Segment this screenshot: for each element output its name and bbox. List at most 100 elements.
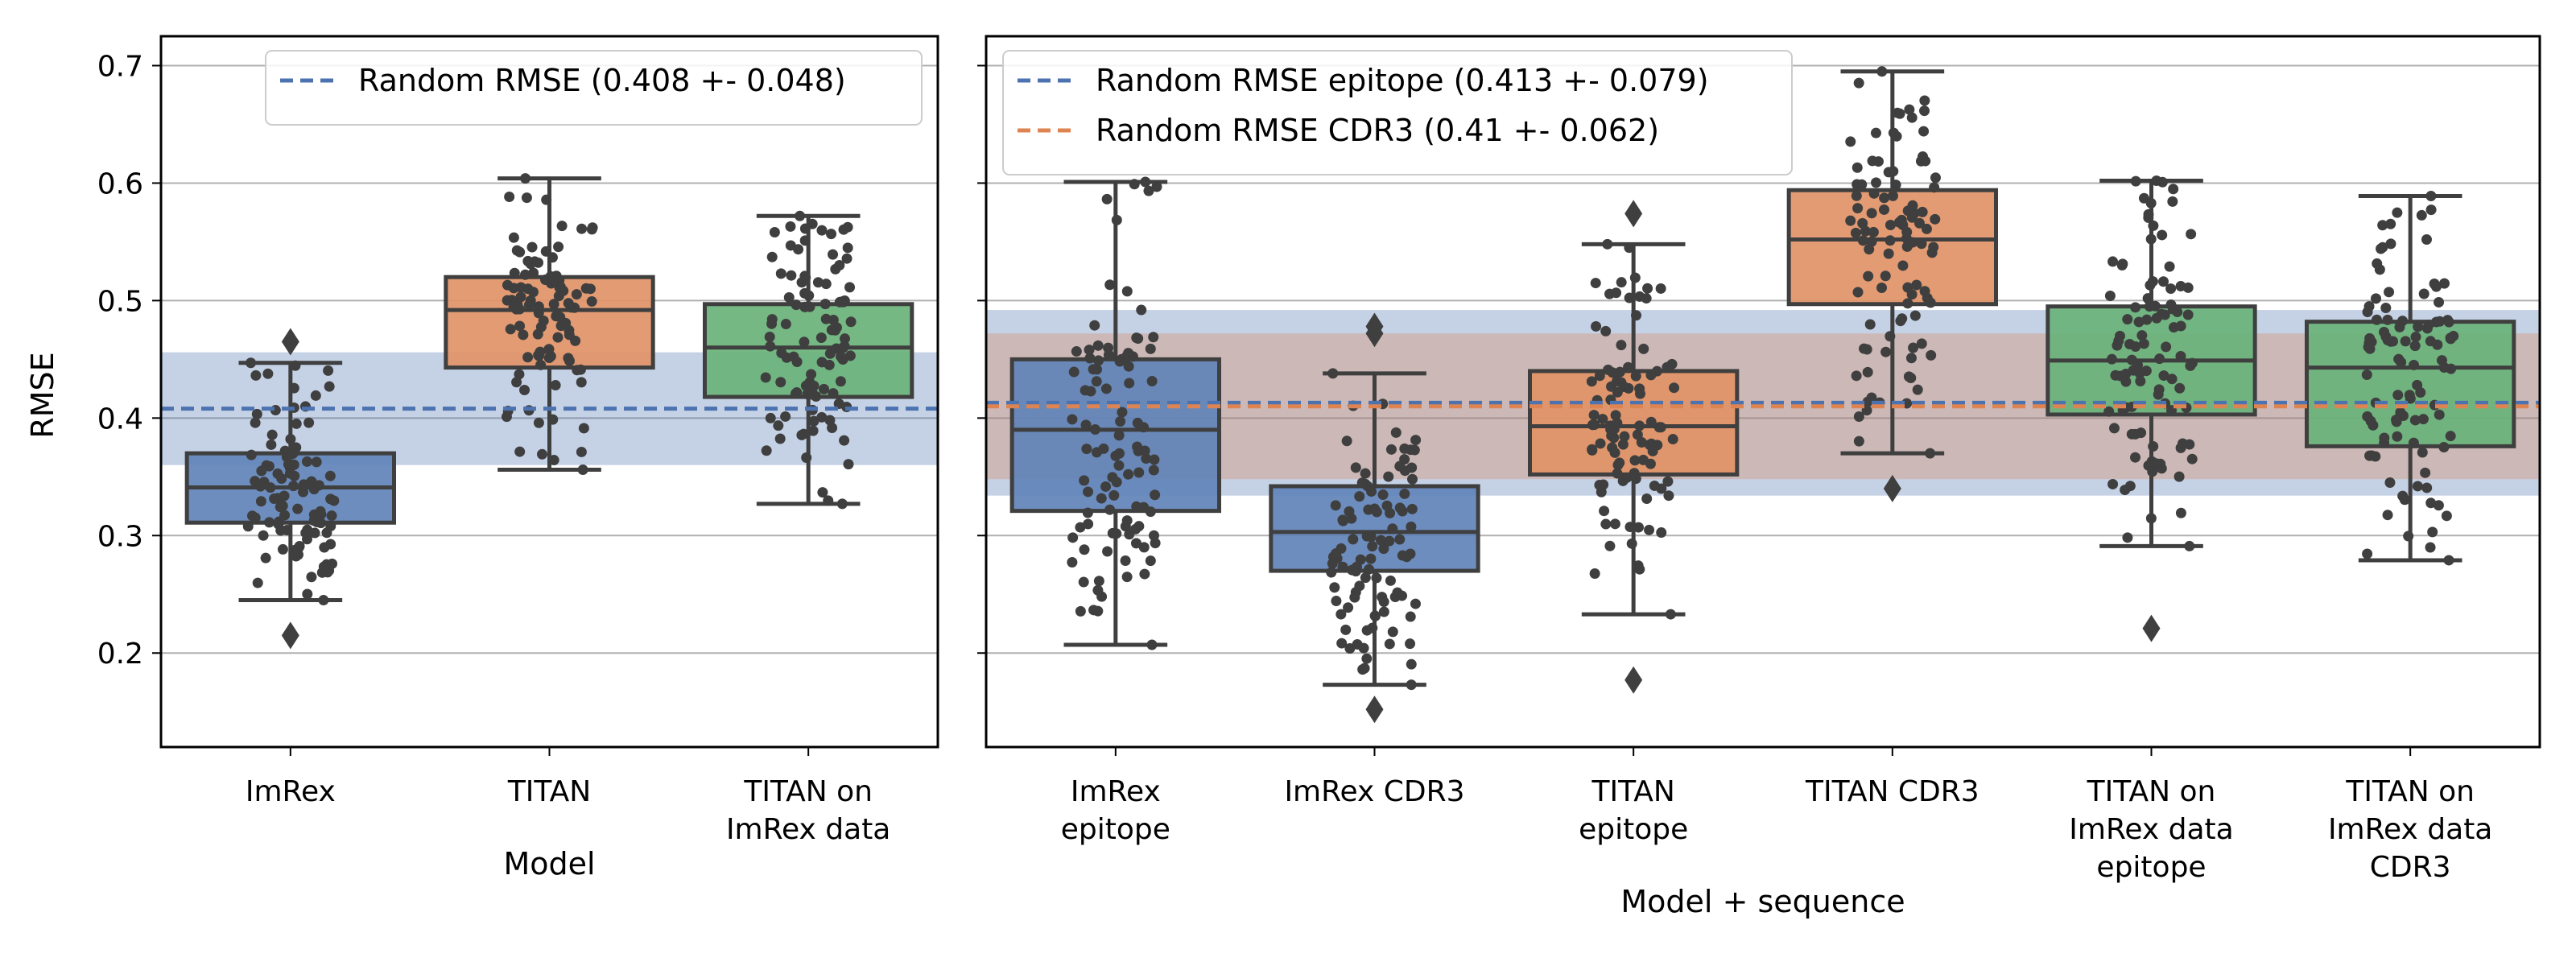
strip-point [1132, 417, 1143, 428]
strip-point [550, 380, 561, 391]
strip-point [1866, 236, 1877, 247]
strip-point [1863, 270, 1874, 282]
strip-point [263, 460, 275, 472]
strip-point [1360, 468, 1371, 479]
strip-point [2434, 296, 2445, 308]
strip-point [1636, 436, 1647, 448]
strip-point [1634, 383, 1645, 394]
strip-point [775, 268, 786, 279]
strip-point [1350, 462, 1361, 473]
strip-point [1124, 378, 1135, 389]
strip-point [1093, 576, 1104, 587]
strip-point [1662, 476, 1674, 487]
panel-model: 0.2 0.3 0.4 0.5 0.6 0.7 ImRex TITAN TITAN on ImRe… [97, 35, 939, 881]
strip-point [1367, 622, 1378, 634]
strip-point [1856, 179, 1868, 190]
strip-point [1107, 472, 1118, 483]
strip-point [1104, 504, 1116, 515]
strip-point [795, 210, 806, 221]
strip-point [824, 415, 836, 426]
strip-point [1655, 422, 1666, 433]
strip-point [1655, 283, 1666, 294]
strip-point [807, 389, 819, 400]
strip-point [816, 411, 828, 423]
strip-point [1369, 610, 1381, 621]
strip-point [1598, 479, 1609, 490]
strip-point [761, 445, 772, 456]
strip-point [2158, 370, 2169, 382]
strip-point [258, 530, 269, 541]
strip-point [2403, 530, 2414, 542]
strip-point [1902, 298, 1913, 309]
strip-point [1870, 127, 1881, 138]
strip-point [1911, 279, 1922, 291]
outlier-marker [1624, 666, 1643, 694]
strip-point [1348, 534, 1359, 545]
strip-point [1867, 155, 1878, 167]
strip-point [2362, 411, 2373, 422]
strip-point [780, 411, 791, 422]
strip-point [2175, 350, 2186, 361]
strip-point [1667, 434, 1678, 445]
strip-point [1904, 104, 1915, 115]
strip-point [287, 448, 299, 459]
strip-point [2370, 293, 2381, 304]
strip-point [828, 249, 839, 260]
strip-point [1624, 522, 1636, 533]
y-tick-label: 0.7 [97, 50, 143, 83]
strip-point [1326, 567, 1337, 578]
strip-point [1131, 501, 1142, 512]
strip-point [1614, 457, 1625, 469]
strip-point [1612, 417, 1623, 428]
strip-point [2396, 316, 2408, 327]
strip-point [1110, 450, 1121, 461]
strip-point [765, 341, 776, 352]
strip-point [1378, 543, 1389, 555]
strip-point [1131, 332, 1142, 344]
strip-point [776, 347, 787, 358]
y-tick-label: 0.2 [97, 638, 143, 671]
strip-point [522, 255, 534, 266]
strip-point [1067, 557, 1078, 568]
strip-point [796, 429, 807, 440]
outlier-marker [1624, 200, 1643, 228]
strip-point [1609, 447, 1620, 458]
strip-point [1406, 679, 1417, 691]
strip-point [820, 279, 832, 290]
strip-point [1365, 531, 1377, 543]
strip-point [1612, 468, 1623, 479]
strip-point [552, 332, 564, 343]
strip-point [791, 299, 802, 311]
strip-point [2393, 353, 2405, 365]
strip-point [1851, 190, 1862, 201]
strip-point [266, 439, 277, 450]
strip-point [514, 320, 526, 332]
strip-point [2443, 316, 2454, 328]
strip-point [791, 387, 803, 398]
strip-point [2108, 423, 2120, 434]
strip-point [284, 468, 295, 479]
strip-point [1857, 235, 1868, 246]
strip-point [1868, 188, 1880, 199]
strip-point [536, 448, 547, 460]
x-tick-label: TITAN on [743, 775, 873, 808]
strip-point [533, 417, 544, 428]
strip-point [564, 355, 576, 366]
strip-point [783, 292, 795, 303]
strip-point [1385, 575, 1396, 586]
strip-point [1356, 477, 1368, 489]
strip-point [1081, 444, 1092, 455]
strip-point [815, 332, 827, 343]
legend-frame [265, 50, 923, 126]
strip-point [1111, 214, 1122, 225]
strip-point [1663, 490, 1674, 502]
strip-point [1885, 235, 1896, 246]
strip-point [1405, 444, 1416, 456]
strip-point [577, 464, 588, 476]
strip-point [1113, 460, 1125, 471]
strip-point [2122, 314, 2133, 325]
strip-point [1908, 342, 1919, 353]
strip-point [1630, 370, 1641, 382]
strip-point [260, 552, 271, 564]
strip-point [1852, 162, 1863, 173]
